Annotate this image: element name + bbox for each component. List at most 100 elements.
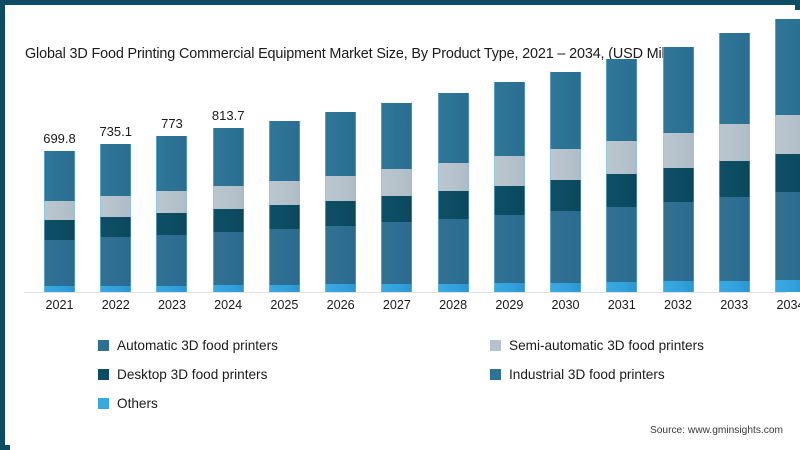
bar-segment-automatic-3d-food-printers — [156, 234, 188, 286]
bar-segment-others — [268, 284, 300, 292]
legend-item-label: Desktop 3D food printers — [117, 367, 268, 382]
bar-segment-others — [212, 285, 244, 292]
bar-segment-automatic-3d-food-printers — [718, 197, 750, 281]
chart-legend: Automatic 3D food printers Semi-automatic… — [98, 338, 758, 425]
bar-segment-industrial-3d-food-printers — [156, 136, 188, 192]
bar-segment-automatic-3d-food-printers — [100, 237, 132, 286]
bar-segment-desktop-3d-food-printers — [550, 180, 582, 212]
bar-2034[interactable] — [775, 19, 800, 292]
bar-segment-desktop-3d-food-printers — [662, 167, 694, 203]
legend-swatch-icon — [490, 340, 501, 351]
x-axis-tick-2030: 2030 — [551, 298, 580, 312]
bar-segment-industrial-3d-food-printers — [775, 19, 800, 116]
bar-segment-semi-automatic-3d-food-printers — [325, 175, 357, 201]
bar-2030[interactable] — [550, 71, 582, 292]
bar-segment-automatic-3d-food-printers — [493, 215, 525, 284]
bar-segment-desktop-3d-food-printers — [44, 220, 75, 240]
source-attribution: Source: www.gminsights.com — [649, 425, 783, 436]
bar-segment-automatic-3d-food-printers — [606, 206, 638, 282]
bar-segment-desktop-3d-food-printers — [606, 173, 638, 207]
bar-2021[interactable] — [44, 151, 75, 292]
legend-item-semi-automatic-3d-food-printers[interactable]: Semi-automatic 3D food printers — [490, 338, 704, 353]
x-axis-tick-2022: 2022 — [101, 298, 130, 312]
legend-row: Desktop 3D food printers Industrial 3D fo… — [98, 367, 758, 396]
legend-item-desktop-3d-food-printers[interactable]: Desktop 3D food printers — [98, 367, 267, 382]
x-axis-tick-2034: 2034 — [776, 298, 800, 312]
bar-segment-desktop-3d-food-printers — [718, 160, 750, 198]
legend-row: Automatic 3D food printers Semi-automatic… — [98, 338, 758, 367]
x-axis-tick-2029: 2029 — [495, 298, 524, 312]
legend-row: Others — [98, 396, 758, 425]
bar-segment-semi-automatic-3d-food-printers — [550, 149, 582, 181]
chart-title: Global 3D Food Printing Commercial Equip… — [25, 46, 692, 62]
bar-segment-others — [325, 284, 357, 292]
legend-swatch-icon — [490, 369, 501, 380]
bar-segment-others — [100, 285, 132, 292]
x-axis-line — [24, 292, 786, 293]
bar-2032[interactable] — [662, 46, 694, 292]
x-axis-tick-2021: 2021 — [45, 298, 74, 312]
bar-segment-automatic-3d-food-printers — [550, 211, 582, 283]
bar-segment-desktop-3d-food-printers — [493, 185, 525, 216]
legend-item-label: Automatic 3D food printers — [117, 338, 278, 353]
legend-item-others[interactable]: Others — [98, 396, 158, 411]
bar-segment-automatic-3d-food-printers — [437, 218, 469, 284]
bar-segment-semi-automatic-3d-food-printers — [381, 169, 413, 196]
bar-segment-others — [156, 285, 188, 292]
bar-2031[interactable] — [606, 58, 638, 292]
bar-segment-industrial-3d-food-printers — [100, 144, 132, 197]
bar-segment-semi-automatic-3d-food-printers — [268, 181, 300, 205]
bar-segment-industrial-3d-food-printers — [268, 120, 300, 182]
x-axis-tick-2033: 2033 — [720, 298, 749, 312]
x-axis-tick-2023: 2023 — [157, 298, 186, 312]
bar-segment-desktop-3d-food-printers — [212, 208, 244, 232]
bar-segment-others — [437, 283, 469, 292]
bar-2025[interactable] — [268, 120, 300, 292]
plot-area — [24, 19, 800, 292]
x-axis-tick-2025: 2025 — [270, 298, 299, 312]
bar-2024[interactable] — [212, 128, 244, 292]
bar-segment-semi-automatic-3d-food-printers — [100, 196, 132, 217]
x-axis-tick-2028: 2028 — [439, 298, 468, 312]
bar-segment-desktop-3d-food-printers — [381, 195, 413, 223]
bar-value-label-2022: 735.1 — [99, 124, 132, 140]
bar-segment-automatic-3d-food-printers — [212, 231, 244, 286]
x-axis-tick-2032: 2032 — [664, 298, 693, 312]
bar-2022[interactable] — [100, 144, 132, 292]
legend-item-industrial-3d-food-printers[interactable]: Industrial 3D food printers — [490, 367, 665, 382]
bar-2028[interactable] — [437, 92, 469, 292]
legend-swatch-icon — [98, 398, 109, 409]
legend-item-automatic-3d-food-printers[interactable]: Automatic 3D food printers — [98, 338, 278, 353]
bar-segment-desktop-3d-food-printers — [325, 200, 357, 226]
bar-segment-others — [775, 280, 800, 292]
legend-item-label: Others — [117, 396, 158, 411]
bar-segment-industrial-3d-food-printers — [381, 102, 413, 170]
bar-value-label-2021: 699.8 — [43, 131, 76, 147]
bar-2023[interactable] — [156, 136, 188, 292]
bar-segment-others — [662, 281, 694, 292]
bar-segment-desktop-3d-food-printers — [156, 213, 188, 235]
bar-segment-semi-automatic-3d-food-printers — [212, 186, 244, 209]
bar-segment-industrial-3d-food-printers — [718, 33, 750, 125]
bar-segment-semi-automatic-3d-food-printers — [718, 124, 750, 161]
bar-value-label-2024: 813.7 — [211, 108, 245, 124]
chart-canvas: Global 3D Food Printing Commercial Equip… — [10, 10, 800, 450]
bar-2027[interactable] — [381, 102, 413, 292]
bar-segment-desktop-3d-food-printers — [775, 153, 800, 193]
bar-2033[interactable] — [718, 33, 750, 292]
bar-segment-semi-automatic-3d-food-printers — [662, 133, 694, 168]
bar-segment-others — [550, 282, 582, 292]
bar-segment-industrial-3d-food-printers — [550, 71, 582, 150]
bar-segment-industrial-3d-food-printers — [325, 112, 357, 176]
legend-swatch-icon — [98, 369, 109, 380]
x-axis-tick-2031: 2031 — [607, 298, 636, 312]
bar-segment-semi-automatic-3d-food-printers — [437, 163, 469, 192]
x-axis-tick-2026: 2026 — [326, 298, 355, 312]
bar-segment-semi-automatic-3d-food-printers — [156, 191, 188, 214]
x-axis-tick-2027: 2027 — [382, 298, 411, 312]
bar-segment-industrial-3d-food-printers — [44, 151, 75, 201]
bar-2026[interactable] — [325, 112, 357, 292]
legend-swatch-icon — [98, 340, 109, 351]
bar-2029[interactable] — [493, 82, 525, 292]
bar-segment-semi-automatic-3d-food-printers — [606, 140, 638, 174]
